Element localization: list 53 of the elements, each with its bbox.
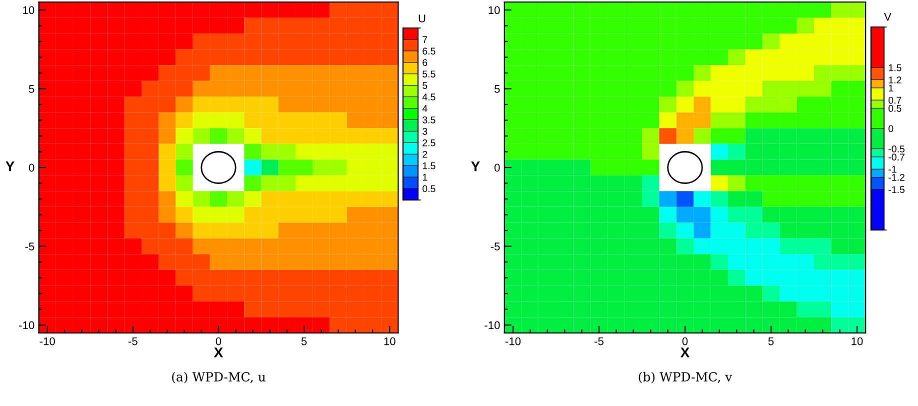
color-bar-title: V xyxy=(884,12,892,21)
color-bar-label: 1 xyxy=(888,84,894,92)
color-bar-label: 4 xyxy=(422,105,428,112)
y-tick-label: 10 xyxy=(23,6,34,14)
color-bar-label: 0.7 xyxy=(888,96,902,104)
y-tick-label: -10 xyxy=(19,321,34,330)
x-axis-title: X xyxy=(680,348,690,358)
color-bar-label: 0.5 xyxy=(422,185,436,192)
color-bar-label: -1 xyxy=(888,166,896,173)
text: (a) WPD-MC, u xyxy=(172,372,266,384)
color-bar-label: 5 xyxy=(422,82,428,89)
color-bar-title: U xyxy=(418,14,426,22)
color-bar-label: -0.7 xyxy=(888,154,904,161)
x-tick-label: 5 xyxy=(768,337,774,346)
color-bar-label: 2 xyxy=(422,150,428,158)
x-tick-label: 10 xyxy=(852,337,863,346)
y-tick-label: -5 xyxy=(25,242,34,250)
color-bar-label: 1.5 xyxy=(888,64,902,72)
y-tick-label: 0 xyxy=(28,164,34,172)
y-tick-label: -5 xyxy=(490,242,500,250)
color-bar-label: 3 xyxy=(422,128,428,135)
color-bar-label: 6.5 xyxy=(422,48,436,55)
y-axis-title: Y xyxy=(471,162,480,172)
color-bar-label: 1 xyxy=(422,174,428,181)
y-axis-title: Y xyxy=(6,162,14,172)
x-tick-label: 10 xyxy=(384,337,396,346)
y-tick-label: -10 xyxy=(484,321,500,330)
x-tick-label: -10 xyxy=(40,337,55,346)
color-bar-label: 1.2 xyxy=(888,76,902,84)
y-tick-label: 0 xyxy=(494,164,500,172)
x-tick-label: -5 xyxy=(128,337,138,346)
color-bar-label: -0.5 xyxy=(888,146,905,152)
color-bar-label: 6 xyxy=(422,59,428,66)
x-tick-label: -5 xyxy=(594,337,604,346)
color-bar-label: 4.5 xyxy=(422,94,436,100)
color-bar-label: 3.5 xyxy=(422,116,436,124)
x-tick-label: 0 xyxy=(682,337,688,346)
color-bar-label: 2.5 xyxy=(422,139,436,146)
x-axis-title: X xyxy=(214,348,224,358)
color-bar-label: 7 xyxy=(422,36,428,43)
text: (b) WPD-MC, v xyxy=(638,372,732,384)
y-tick-label: 10 xyxy=(488,6,500,14)
x-tick-label: 0 xyxy=(216,337,222,346)
color-bar-label: -1.2 xyxy=(888,174,904,181)
color-bar-label: 0 xyxy=(888,125,894,132)
x-tick-label: -10 xyxy=(505,337,521,346)
color-bar-label: 5.5 xyxy=(422,70,436,78)
y-tick-label: 5 xyxy=(28,85,34,93)
color-bar-label: 0.5 xyxy=(888,104,902,112)
color-bar-label: 1.5 xyxy=(422,162,436,170)
color-bar-label: -1.5 xyxy=(888,186,905,194)
x-tick-label: 5 xyxy=(301,337,307,346)
y-tick-label: 5 xyxy=(494,85,500,93)
